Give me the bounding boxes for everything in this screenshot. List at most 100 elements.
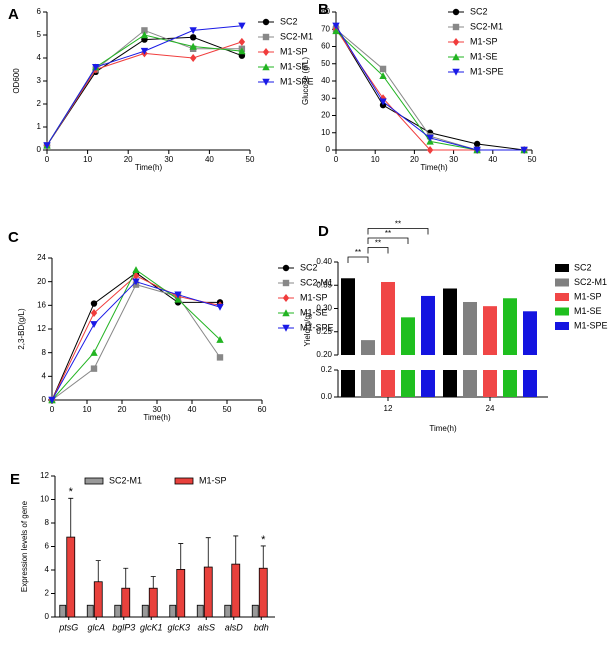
point [132, 271, 140, 280]
point [473, 146, 481, 154]
y-axis-label: Expression levels of gene [20, 500, 29, 592]
x-tick-label: 40 [188, 405, 197, 414]
panel-label: E [10, 471, 20, 488]
point [520, 146, 528, 154]
x-tick-label: ptsG [58, 622, 78, 632]
point [189, 54, 197, 62]
y-tick-label: 0.30 [316, 304, 332, 313]
legend-label: SC2-M1 [470, 21, 503, 31]
bar [258, 567, 268, 618]
series-line [51, 281, 221, 401]
legend-marker [262, 48, 270, 56]
point [238, 22, 246, 30]
y-tick-label: 0.25 [316, 327, 332, 336]
error-bar [95, 560, 101, 582]
bar-lower [483, 370, 497, 397]
point [90, 365, 98, 372]
significance-bracket [367, 228, 429, 235]
legend-label: SC2 [470, 6, 488, 16]
error-bar [233, 535, 239, 565]
bar-lower [421, 370, 435, 397]
legend-swatch [555, 322, 569, 330]
legend-marker [452, 68, 460, 76]
point [189, 34, 197, 41]
point [238, 37, 246, 46]
x-tick-label: 40 [488, 155, 497, 164]
bar [231, 563, 241, 618]
legend-swatch [555, 293, 569, 301]
panel-label: D [318, 223, 329, 240]
legend-marker [282, 294, 290, 302]
point [92, 64, 100, 71]
legend-swatch [555, 307, 569, 316]
bar [86, 604, 94, 618]
x-tick-label: 0 [334, 155, 339, 164]
legend-marker [262, 63, 270, 71]
legend-marker [452, 53, 460, 61]
point [174, 291, 182, 299]
series-line [46, 25, 242, 146]
x-tick-label: 10 [371, 155, 380, 164]
legend-label: SC2-M1 [280, 31, 313, 41]
y-axis-label: 2,3-BD(g/L) [17, 308, 26, 350]
point [379, 72, 387, 80]
bar-upper [483, 306, 497, 355]
point [174, 295, 182, 303]
bar-upper [523, 311, 537, 355]
panel-label: A [8, 6, 19, 23]
bar-lower [341, 370, 355, 397]
bar-lower [381, 370, 395, 397]
significance-label: ** [355, 248, 361, 257]
panel-label: C [8, 229, 19, 246]
legend-label: M1-SP [199, 475, 227, 485]
y-tick-label: 80 [321, 7, 330, 16]
point [189, 27, 197, 35]
legend-marker [452, 23, 460, 31]
legend-marker [282, 324, 290, 332]
x-tick-label: 30 [153, 405, 162, 414]
y-tick-label: 6 [37, 7, 42, 16]
bar [251, 604, 259, 618]
point [48, 396, 56, 404]
legend-swatch [84, 477, 104, 485]
x-tick-label: 20 [118, 405, 127, 414]
x-tick-label: 12 [384, 404, 393, 413]
x-tick-label: glcK3 [167, 622, 190, 632]
x-tick-label: alsD [225, 622, 244, 632]
bar [176, 569, 186, 618]
significance-label: ** [375, 239, 381, 248]
legend-label: SC2-M1 [574, 277, 607, 287]
point [473, 140, 481, 148]
x-tick-label: alsS [197, 622, 215, 632]
point [216, 335, 224, 343]
y-tick-label: 3 [37, 76, 42, 85]
x-tick-label: 60 [258, 405, 267, 414]
legend-label: SC2-M1 [109, 475, 142, 485]
bar-upper [401, 317, 415, 355]
y-tick-label: 0 [37, 145, 42, 154]
x-tick-label: 10 [83, 405, 92, 414]
y-axis-label: Glucose (g/L) [301, 57, 310, 105]
legend-label: SC2 [300, 262, 318, 272]
error-bar [260, 545, 266, 569]
x-tick-label: bglP3 [112, 622, 135, 632]
error-bar [150, 576, 156, 589]
y-tick-label: 10 [40, 495, 49, 504]
bar [141, 604, 149, 618]
bar-upper [381, 281, 395, 355]
legend-marker [262, 33, 270, 41]
x-axis-label: Time(h) [143, 413, 171, 422]
legend-label: M1-SE [470, 51, 498, 61]
legend-marker [282, 309, 290, 317]
bar-upper [361, 340, 375, 355]
x-tick-label: 24 [486, 404, 495, 413]
x-axis-label: Time(h) [135, 163, 163, 172]
bar [196, 604, 204, 618]
legend-label: SC2 [574, 262, 592, 272]
bar [66, 536, 76, 618]
legend-swatch [555, 278, 569, 287]
legend-marker [262, 18, 270, 26]
y-tick-label: 5 [37, 30, 42, 39]
legend-label: M1-SPE [574, 320, 608, 330]
y-tick-label: 0.40 [316, 257, 332, 266]
